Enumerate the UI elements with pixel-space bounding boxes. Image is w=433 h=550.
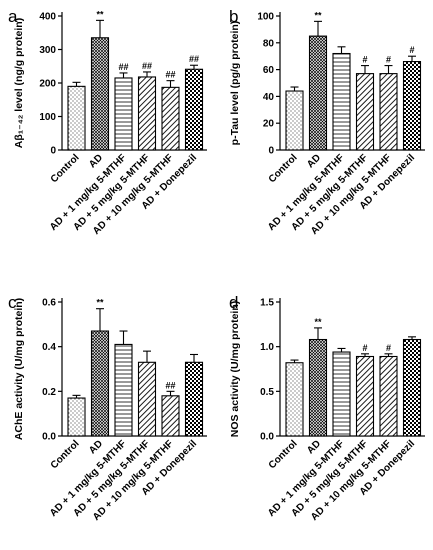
significance-label: **: [96, 298, 104, 308]
bar-5: [379, 355, 398, 437]
y-tick-label: 0.0: [260, 432, 274, 443]
bar-6: [402, 338, 422, 437]
bar-3: [114, 77, 133, 151]
y-tick-label: 0.2: [42, 387, 56, 398]
bar-3: [114, 343, 133, 437]
y-tick-label: 200: [39, 79, 56, 90]
significance-label: **: [314, 317, 322, 327]
y-tick-label: 0: [50, 146, 56, 157]
bar-4: [137, 76, 157, 151]
y-axis-label: Aβ₁₋₄₂ level (ng/g protein): [13, 18, 25, 148]
y-axis-label: NOS activity (U/mg protein): [229, 301, 241, 438]
significance-label: ##: [189, 54, 199, 64]
y-axis-label: AChE activity (U/mg protein): [13, 298, 25, 440]
bar-1: [285, 362, 304, 437]
bar-1: [67, 397, 86, 437]
x-tick-label: AD: [305, 152, 323, 170]
bar-3: [332, 52, 351, 151]
chart-panel-b: bp-Tau level (pg/g protein) 0 20 40 60 80 100 C…: [229, 7, 425, 237]
significance-label: **: [96, 9, 104, 19]
bar-2: [308, 338, 328, 437]
y-tick-label: 20: [263, 119, 275, 130]
bar-4: [137, 361, 157, 437]
significance-label: ##: [142, 61, 152, 71]
y-tick-label: 80: [263, 38, 275, 49]
significance-label: ##: [118, 62, 128, 72]
bar-4: [355, 355, 375, 437]
y-tick-label: 100: [257, 12, 274, 23]
bar-1: [67, 85, 86, 151]
y-axis-label: p-Tau level (pg/g protein): [229, 21, 241, 146]
x-tick-label: Control: [49, 152, 82, 185]
bar-1: [285, 90, 304, 151]
bar-6: [184, 361, 204, 437]
y-tick-label: 1.0: [260, 342, 274, 353]
panel-letter: c: [8, 293, 17, 312]
y-tick-label: 0.0: [42, 432, 56, 443]
bar-2: [308, 35, 328, 151]
bar-2: [90, 37, 110, 151]
y-tick-label: 0: [268, 146, 274, 157]
bar-2: [90, 330, 110, 437]
bar-5: [379, 73, 398, 151]
y-tick-label: 0.6: [42, 298, 56, 309]
y-tick-label: 0.4: [42, 342, 56, 353]
panel-letter: a: [8, 7, 18, 26]
x-tick-label: Control: [49, 438, 82, 471]
y-tick-label: 0.5: [260, 387, 274, 398]
significance-label: ##: [165, 70, 175, 80]
bar-3: [332, 351, 351, 437]
x-tick-label: AD: [305, 438, 323, 456]
x-tick-label: AD: [87, 152, 105, 170]
bar-5: [161, 395, 180, 437]
bar-6: [402, 61, 422, 151]
y-tick-label: 300: [39, 45, 56, 56]
significance-label: #: [409, 45, 414, 55]
x-tick-label: Control: [267, 152, 300, 185]
y-tick-label: 60: [263, 65, 275, 76]
significance-label: ##: [165, 380, 175, 390]
panel-letter: b: [229, 7, 238, 26]
significance-label: #: [362, 343, 367, 353]
significance-label: #: [362, 55, 367, 65]
significance-label: #: [386, 55, 391, 65]
x-tick-label: AD: [87, 438, 105, 456]
panel-letter: d: [229, 293, 238, 312]
bar-4: [355, 73, 375, 151]
bar-5: [161, 86, 180, 151]
y-tick-label: 1.5: [260, 298, 274, 309]
significance-label: **: [314, 10, 322, 20]
y-tick-label: 40: [263, 92, 275, 103]
x-tick-label: Control: [267, 438, 300, 471]
significance-label: #: [386, 343, 391, 353]
y-tick-label: 400: [39, 12, 56, 23]
y-tick-label: 100: [39, 112, 56, 123]
bar-6: [184, 68, 204, 151]
